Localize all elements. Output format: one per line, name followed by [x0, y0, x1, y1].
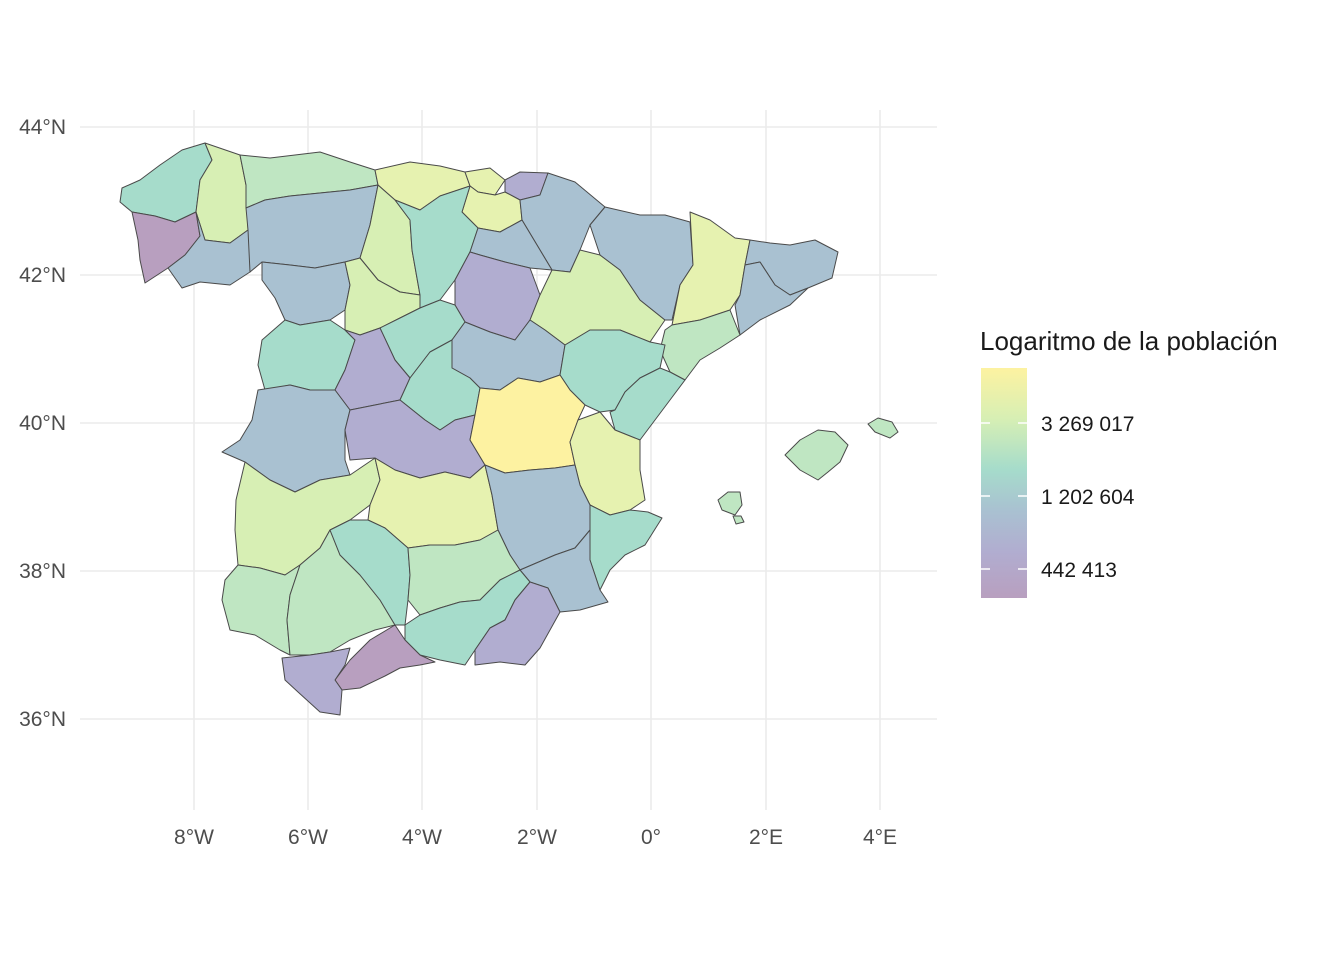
legend-label: 1 202 604 — [1041, 486, 1135, 509]
legend-label: 3 269 017 — [1041, 413, 1134, 436]
province-barcelona — [734, 261, 809, 336]
province-cuenca — [469, 374, 586, 474]
province-malaga — [334, 624, 436, 691]
legend-title: Logaritmo de la población — [980, 326, 1278, 356]
x-tick-label: 2°W — [517, 826, 557, 849]
y-tick-label: 36°N — [19, 708, 66, 731]
province-huesca — [589, 206, 694, 321]
x-axis: 8°W 6°W 4°W 2°W 0° 2°E 4°E — [174, 826, 897, 849]
province-almeria — [474, 581, 561, 666]
province-menorca — [867, 417, 899, 439]
y-tick-label: 44°N — [19, 116, 66, 139]
x-tick-label: 2°E — [749, 826, 783, 849]
provinces — [119, 142, 899, 716]
province-ibiza — [717, 491, 743, 516]
province-ourense — [167, 211, 263, 289]
province-zamora — [261, 261, 351, 326]
y-tick-label: 42°N — [19, 264, 66, 287]
x-tick-label: 8°W — [174, 826, 214, 849]
y-tick-label: 38°N — [19, 560, 66, 583]
x-tick-label: 0° — [641, 826, 661, 849]
legend-label: 442 413 — [1041, 559, 1117, 582]
province-cadiz — [281, 647, 351, 716]
x-tick-label: 4°E — [863, 826, 897, 849]
x-tick-label: 6°W — [288, 826, 328, 849]
y-axis: 44°N 42°N 40°N 38°N 36°N — [19, 116, 66, 731]
legend: Logaritmo de la población 3 269 017 1 20… — [980, 326, 1278, 598]
province-mallorca — [784, 429, 849, 481]
province-lleida — [671, 211, 751, 326]
province-formentera — [732, 515, 745, 525]
x-tick-label: 4°W — [402, 826, 442, 849]
legend-colorbar — [981, 368, 1027, 598]
y-tick-label: 40°N — [19, 412, 66, 435]
province-tarragona — [659, 309, 741, 381]
